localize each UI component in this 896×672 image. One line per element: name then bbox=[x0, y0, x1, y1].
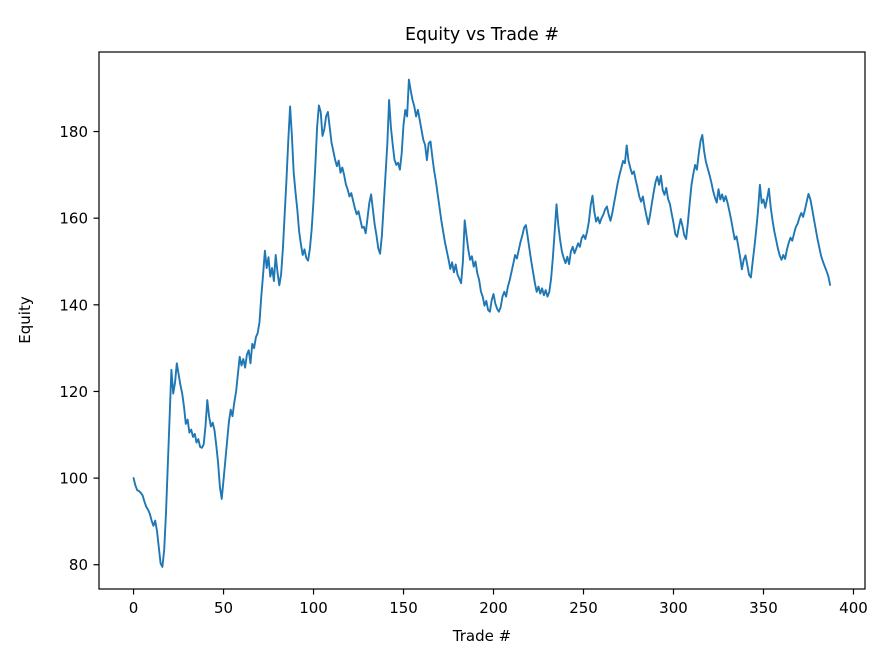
y-axis-label: Equity bbox=[16, 296, 34, 344]
x-tick-label: 50 bbox=[214, 599, 233, 617]
x-axis-ticks: 0 50 100 150 200 250 300 350 400 bbox=[129, 589, 868, 617]
x-tick-label: 100 bbox=[299, 599, 328, 617]
x-tick-label: 0 bbox=[129, 599, 139, 617]
x-tick-label: 400 bbox=[839, 599, 868, 617]
equity-line bbox=[132, 78, 832, 568]
x-tick-label: 350 bbox=[749, 599, 778, 617]
x-tick-label: 200 bbox=[479, 599, 508, 617]
x-axis-label: Trade # bbox=[452, 627, 511, 645]
x-tick-label: 300 bbox=[659, 599, 688, 617]
chart-title: Equity vs Trade # bbox=[405, 25, 559, 45]
y-tick-label: 160 bbox=[59, 210, 88, 228]
y-tick-label: 120 bbox=[59, 383, 88, 401]
y-axis-ticks: 80 100 120 140 160 180 bbox=[59, 123, 99, 574]
x-tick-label: 150 bbox=[389, 599, 418, 617]
y-tick-label: 140 bbox=[59, 296, 88, 314]
y-tick-label: 80 bbox=[69, 556, 88, 574]
y-tick-label: 100 bbox=[59, 470, 88, 488]
plot-area bbox=[98, 51, 866, 590]
y-tick-label: 180 bbox=[59, 123, 88, 141]
x-tick-label: 250 bbox=[569, 599, 598, 617]
